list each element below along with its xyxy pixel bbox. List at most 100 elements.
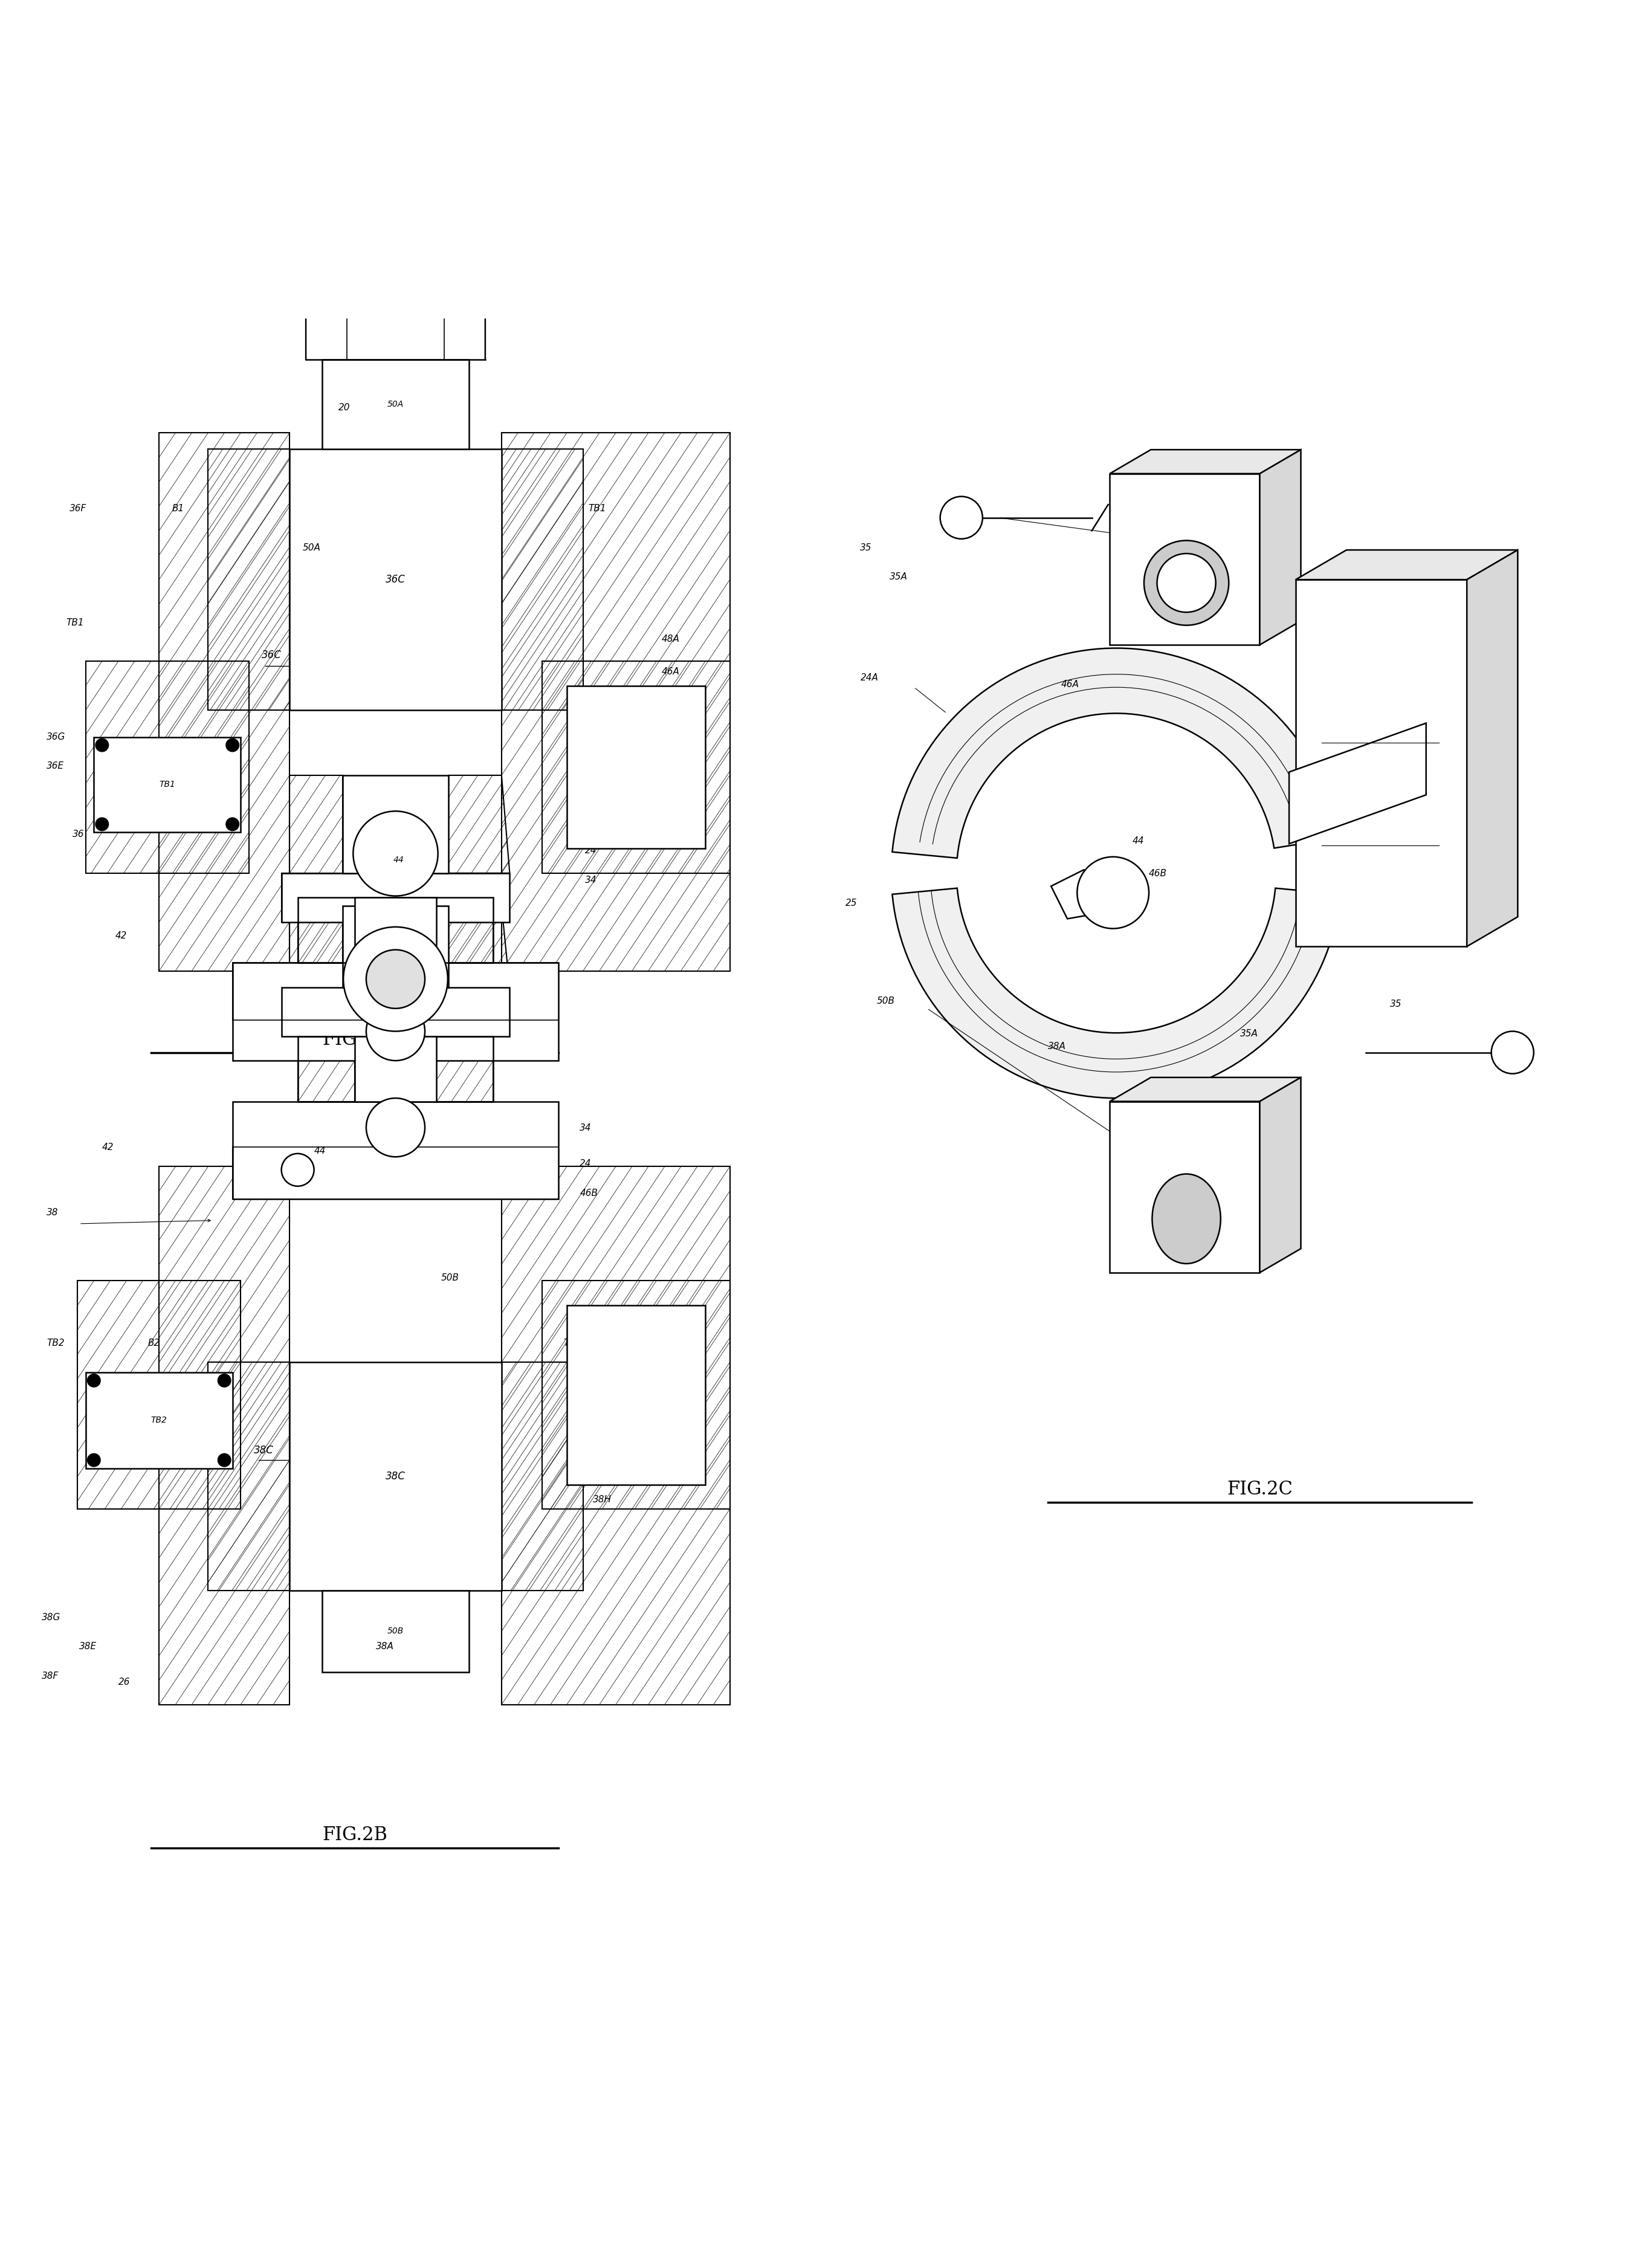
Bar: [567, 1304, 705, 1486]
Circle shape: [87, 1374, 100, 1388]
FancyBboxPatch shape: [93, 737, 241, 832]
Text: 38F: 38F: [41, 1672, 59, 1681]
Text: 35A: 35A: [890, 572, 908, 581]
Text: 50B: 50B: [387, 1626, 403, 1635]
Text: 24: 24: [580, 1159, 592, 1168]
Text: 36: 36: [72, 830, 85, 839]
Circle shape: [365, 1098, 425, 1157]
Text: 50A: 50A: [387, 399, 403, 408]
Bar: [233, 964, 559, 1061]
Circle shape: [1157, 553, 1216, 612]
Circle shape: [218, 1374, 231, 1388]
Text: 35: 35: [1390, 1000, 1401, 1009]
Circle shape: [87, 1454, 100, 1467]
Text: 50A: 50A: [951, 503, 969, 513]
Text: 20: 20: [339, 404, 351, 413]
Text: TB2: TB2: [46, 1338, 64, 1347]
Polygon shape: [1467, 549, 1518, 946]
Text: 46A: 46A: [1060, 680, 1078, 689]
Text: 36F: 36F: [69, 503, 87, 513]
Circle shape: [226, 819, 239, 830]
Text: 44: 44: [1133, 837, 1144, 846]
Text: 35: 35: [860, 542, 872, 551]
Text: 38H: 38H: [593, 1495, 611, 1504]
Circle shape: [226, 739, 239, 751]
Text: 36A: 36A: [1224, 510, 1242, 519]
Text: B2: B2: [148, 1338, 161, 1347]
Circle shape: [941, 497, 982, 540]
Circle shape: [1491, 1032, 1534, 1073]
Bar: [354, 1036, 436, 1102]
Bar: [354, 898, 436, 964]
Text: 38G: 38G: [41, 1613, 61, 1622]
Bar: [282, 987, 510, 1036]
Text: 38A: 38A: [1047, 1041, 1065, 1050]
Text: 24A: 24A: [860, 674, 879, 683]
Ellipse shape: [1152, 1175, 1221, 1263]
Text: 48B: 48B: [629, 1397, 647, 1406]
Bar: [290, 1363, 502, 1590]
Text: 46A: 46A: [661, 667, 680, 676]
Text: 50B: 50B: [441, 1275, 459, 1284]
Circle shape: [1077, 857, 1149, 928]
Text: TB2: TB2: [151, 1415, 167, 1424]
Polygon shape: [1110, 474, 1260, 644]
FancyBboxPatch shape: [85, 1372, 233, 1467]
Text: 42: 42: [102, 1143, 113, 1152]
Bar: [343, 776, 449, 873]
Text: 24B: 24B: [1373, 748, 1392, 758]
Bar: [290, 449, 502, 710]
Text: 38A: 38A: [375, 1642, 393, 1651]
Polygon shape: [892, 649, 1339, 857]
Text: 50B: 50B: [877, 996, 895, 1005]
Text: TB1: TB1: [66, 617, 84, 626]
Circle shape: [95, 819, 108, 830]
Text: 44: 44: [315, 1145, 326, 1154]
Text: 38C: 38C: [385, 1472, 405, 1481]
Polygon shape: [1260, 449, 1301, 644]
Polygon shape: [1260, 1077, 1301, 1272]
Circle shape: [1144, 540, 1229, 626]
Text: 48A: 48A: [661, 635, 680, 644]
Text: 46B: 46B: [629, 1431, 647, 1440]
Polygon shape: [1110, 1077, 1301, 1102]
Circle shape: [352, 812, 438, 896]
Text: 36D: 36D: [661, 699, 680, 708]
Polygon shape: [892, 889, 1341, 1098]
Bar: [282, 873, 510, 923]
Circle shape: [282, 1154, 315, 1186]
Text: 34: 34: [585, 875, 597, 885]
Polygon shape: [1110, 1102, 1260, 1272]
Bar: [343, 905, 449, 987]
Text: 46A: 46A: [164, 798, 182, 807]
Text: 34: 34: [580, 1123, 592, 1132]
Text: 44: 44: [393, 855, 405, 864]
Circle shape: [343, 928, 447, 1032]
Text: TB1: TB1: [588, 503, 606, 513]
Text: 46B: 46B: [580, 1188, 598, 1198]
Text: 36C: 36C: [385, 574, 405, 585]
Text: 26: 26: [118, 1678, 129, 1687]
Text: 38: 38: [46, 1209, 59, 1218]
Text: 36E: 36E: [46, 762, 64, 771]
Text: 36G: 36G: [46, 733, 66, 742]
Bar: [567, 685, 705, 848]
Text: 36C: 36C: [262, 649, 282, 660]
Text: FIG.2A: FIG.2A: [323, 1030, 387, 1048]
Text: 38D: 38D: [629, 1461, 647, 1470]
Bar: [323, 1590, 469, 1672]
Text: FIG.2C: FIG.2C: [1228, 1481, 1293, 1499]
Bar: [298, 1036, 493, 1102]
Polygon shape: [1290, 723, 1426, 844]
Bar: [298, 898, 493, 964]
Text: 38E: 38E: [79, 1642, 97, 1651]
Bar: [323, 361, 469, 449]
Circle shape: [95, 739, 108, 751]
Circle shape: [218, 1454, 231, 1467]
Text: 24: 24: [585, 846, 597, 855]
Text: 38C: 38C: [254, 1445, 274, 1456]
Polygon shape: [1296, 581, 1467, 946]
Text: 36H: 36H: [661, 733, 680, 742]
Circle shape: [365, 1002, 425, 1061]
Text: TB2: TB2: [564, 1338, 582, 1347]
